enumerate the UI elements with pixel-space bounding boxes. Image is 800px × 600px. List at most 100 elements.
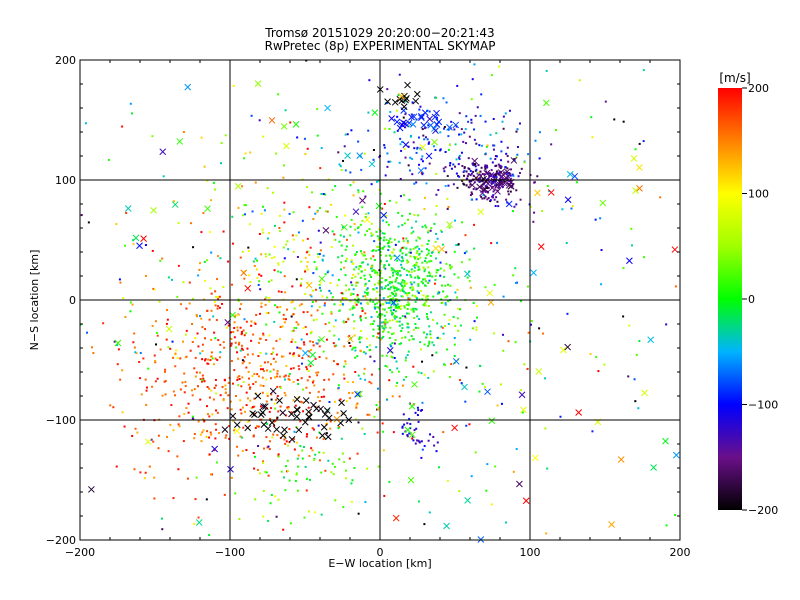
data-point: [305, 386, 308, 389]
data-point: [269, 502, 272, 505]
data-point: [221, 302, 224, 305]
data-point: [591, 430, 594, 433]
data-point: [236, 326, 239, 329]
data-point: [484, 120, 487, 123]
data-point: [472, 162, 475, 165]
data-point: [296, 346, 299, 349]
data-point: [383, 322, 386, 325]
data-point: [261, 228, 264, 231]
data-point: [215, 318, 218, 321]
data-point: [360, 250, 363, 253]
data-point: [392, 286, 395, 289]
data-point: [181, 381, 184, 384]
data-point: [414, 411, 417, 414]
data-cross-marker: [409, 120, 417, 128]
data-point: [292, 380, 295, 383]
data-point: [389, 368, 392, 371]
data-point: [323, 302, 326, 305]
data-cross-marker: [132, 234, 140, 242]
data-point: [212, 363, 215, 366]
data-point: [214, 357, 217, 360]
data-point: [394, 304, 397, 307]
data-point: [496, 404, 499, 407]
data-point: [176, 356, 179, 359]
data-point: [357, 297, 360, 300]
data-cross-marker: [150, 207, 157, 214]
data-point: [191, 394, 194, 397]
data-point: [393, 315, 396, 318]
data-point: [385, 260, 388, 263]
data-point: [512, 210, 515, 213]
data-point: [352, 305, 355, 308]
data-point: [199, 371, 202, 374]
data-point: [421, 298, 424, 301]
data-point: [384, 320, 387, 323]
data-point: [394, 280, 397, 283]
data-point: [124, 244, 127, 247]
data-point: [341, 159, 344, 162]
data-point: [478, 180, 481, 183]
data-point: [233, 429, 236, 432]
data-point: [410, 283, 413, 286]
data-point: [230, 359, 233, 362]
data-point: [355, 266, 358, 269]
data-point: [330, 310, 333, 313]
data-point: [401, 279, 404, 282]
data-point: [411, 173, 414, 176]
data-point: [385, 214, 388, 217]
data-point: [364, 233, 367, 236]
data-point: [383, 236, 386, 239]
data-point: [500, 402, 503, 405]
data-point: [453, 343, 456, 346]
data-point: [470, 121, 473, 124]
data-point: [283, 321, 286, 324]
data-point: [210, 292, 213, 295]
data-point: [538, 131, 541, 134]
data-point: [414, 442, 417, 445]
data-point: [413, 213, 416, 216]
data-point: [480, 166, 483, 169]
data-point: [417, 236, 420, 239]
data-point: [382, 330, 385, 333]
data-point: [377, 465, 380, 468]
data-cross-marker: [662, 437, 669, 445]
data-point: [206, 430, 209, 433]
data-point: [326, 210, 329, 213]
data-point: [191, 322, 194, 325]
data-point: [290, 301, 293, 304]
data-point: [153, 476, 156, 479]
data-point: [350, 259, 353, 262]
data-cross-marker: [480, 175, 487, 183]
colorbar-tick-label: 100: [748, 188, 769, 201]
data-point: [475, 176, 478, 179]
data-point: [355, 404, 358, 407]
data-point: [282, 176, 285, 179]
data-point: [367, 212, 370, 215]
data-point: [397, 94, 400, 97]
data-point: [384, 321, 387, 324]
data-cross-marker: [124, 205, 132, 212]
data-point: [330, 471, 333, 474]
data-point: [220, 141, 223, 144]
data-point: [412, 309, 415, 312]
data-point: [310, 330, 313, 333]
data-point: [243, 213, 246, 216]
data-point: [205, 405, 208, 408]
data-point: [357, 189, 360, 192]
data-point: [282, 317, 285, 320]
data-point: [245, 320, 248, 323]
data-cross-marker: [309, 351, 316, 359]
data-point: [382, 321, 385, 324]
data-point: [316, 108, 319, 111]
data-point: [386, 398, 389, 401]
data-point: [439, 274, 442, 277]
data-point: [408, 432, 411, 435]
data-point: [273, 245, 276, 248]
data-point: [423, 196, 426, 199]
data-point: [357, 140, 360, 143]
data-point: [368, 413, 371, 416]
data-point: [357, 421, 360, 424]
data-point: [497, 205, 500, 208]
data-point: [440, 298, 443, 301]
data-point: [366, 293, 369, 296]
